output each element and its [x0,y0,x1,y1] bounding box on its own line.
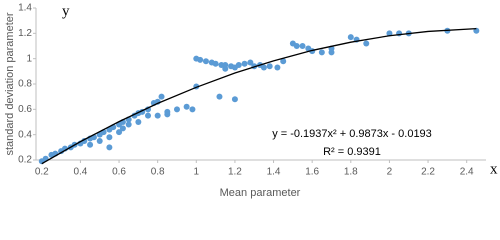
point [135,119,142,125]
x-tick-label: 0.4 [73,167,87,178]
x-tick-label: 1.2 [228,167,242,178]
point [247,59,254,66]
point [299,43,306,49]
point [106,144,113,151]
point [197,56,204,63]
point [231,96,238,103]
y-tick-label: 0.4 [18,129,32,140]
x-axis-title: Mean parameter [220,187,301,199]
y-tick-label: 0.6 [18,104,32,115]
y-axis-title: standard deviation parameter [4,12,16,155]
point [260,64,267,71]
point [173,106,180,113]
y-axis-letter: y [62,3,70,19]
chart: y x Mean parameter standard deviation pa… [4,3,498,199]
point [96,138,103,144]
x-tick-label: 1 [194,167,200,178]
y-tick-label: 0.2 [18,155,32,166]
x-tick-label: 0.2 [35,167,49,178]
point [189,106,196,113]
point [158,93,165,100]
point [318,49,325,56]
y-tick-label: 1.2 [18,28,32,39]
point [125,121,132,128]
point [183,103,190,110]
point [87,141,94,148]
trendline [41,27,477,165]
r-squared: R² = 0.9391 [323,146,381,158]
point [347,34,354,41]
x-tick-label: 0.8 [151,167,165,178]
point [164,108,171,115]
point [106,134,113,141]
x-tick-label: 1.4 [267,167,281,178]
point [280,58,287,65]
point [266,63,273,70]
point [212,60,219,67]
x-tick-label: 2.2 [421,167,435,178]
point [363,40,370,47]
x-tick-label: 0.6 [112,167,126,178]
x-tick-label: 2 [387,167,393,178]
point [145,112,152,119]
x-axis-letter: x [490,161,498,177]
x-tick-label: 1.8 [344,167,358,178]
point [119,125,126,132]
point [274,64,281,71]
y-tick-label: 1 [26,53,32,64]
point [116,129,123,136]
point [202,58,209,65]
equation: y = -0.1937x² + 0.9873x - 0.0193 [272,128,432,140]
point [154,112,161,119]
x-tick-label: 2.4 [460,167,474,178]
y-tick-label: 1.4 [18,3,32,14]
point [241,60,248,67]
point [222,65,229,72]
point [293,43,300,49]
point [235,62,242,68]
point [216,93,223,100]
y-tick-label: 0.8 [18,79,32,90]
x-tick-label: 1.6 [305,167,319,178]
point [386,30,393,37]
